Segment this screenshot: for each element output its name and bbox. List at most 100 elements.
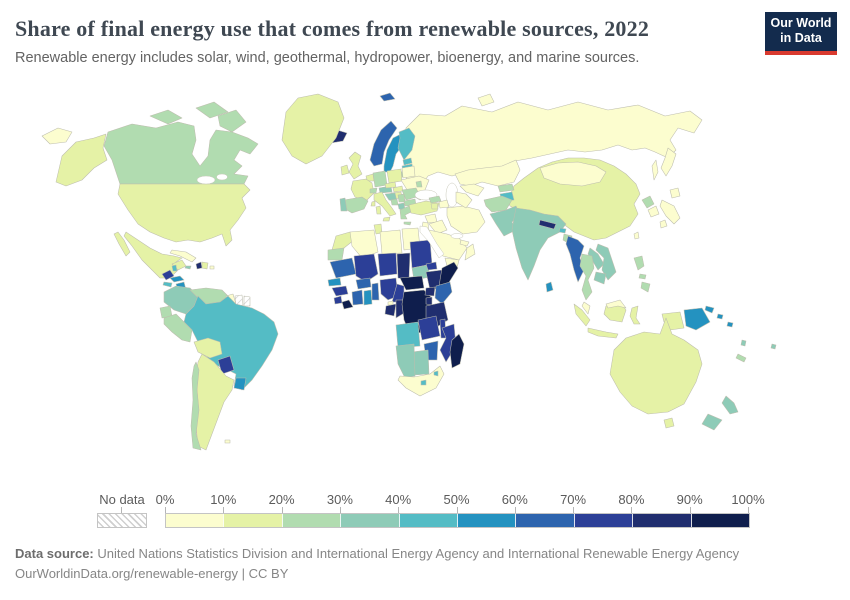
country-nepal[interactable] (538, 219, 557, 230)
country-italy[interactable] (373, 191, 397, 217)
legend-swatch-10-20%[interactable] (223, 514, 282, 527)
country-puerto-rico[interactable] (209, 265, 215, 270)
country-greenland[interactable] (281, 93, 345, 165)
country-vietnam[interactable] (595, 243, 617, 281)
country-kyrgyzstan[interactable] (497, 183, 515, 193)
country-belarus[interactable] (401, 165, 416, 179)
country-philippines-luzon[interactable] (633, 255, 645, 271)
country-norway-svalbard[interactable] (379, 92, 396, 102)
country-el-salvador[interactable] (162, 281, 173, 288)
country-chile[interactable] (190, 361, 202, 451)
country-ireland[interactable] (340, 164, 350, 176)
country-australia-tasmania[interactable] (663, 417, 675, 429)
country-gulf-states[interactable] (459, 239, 470, 247)
country-morocco[interactable] (331, 231, 355, 251)
country-png-new-britain[interactable] (704, 305, 715, 314)
country-new-caledonia[interactable] (735, 353, 747, 363)
country-belize[interactable] (171, 264, 178, 272)
country-turkmenistan[interactable] (455, 191, 473, 209)
country-uzbekistan[interactable] (459, 183, 485, 197)
country-eswatini[interactable] (433, 370, 439, 377)
country-greece-crete[interactable] (403, 221, 412, 226)
country-italy-sicily[interactable] (382, 216, 391, 222)
country-cuba[interactable] (169, 249, 197, 263)
country-burkina-faso[interactable] (355, 277, 372, 290)
country-thailand[interactable] (579, 253, 595, 301)
country-dominican-republic[interactable] (201, 261, 209, 270)
country-azerbaijan[interactable] (438, 199, 450, 209)
country-canada-island-1[interactable] (149, 109, 183, 125)
country-lesotho[interactable] (420, 379, 427, 386)
country-north-korea[interactable] (641, 195, 655, 209)
country-uganda[interactable] (424, 286, 436, 297)
legend-no-data-swatch[interactable] (97, 513, 147, 528)
legend-swatch-80-90%[interactable] (632, 514, 691, 527)
country-estonia[interactable] (402, 157, 413, 166)
legend-swatch-30-40%[interactable] (340, 514, 399, 527)
country-georgia[interactable] (428, 195, 442, 204)
country-malaysia[interactable] (581, 301, 591, 315)
country-france-corsica[interactable] (370, 200, 376, 207)
footer-link-line[interactable]: OurWorldinData.org/renewable-energy | CC… (15, 566, 289, 581)
country-paraguay[interactable] (217, 355, 235, 375)
country-sri-lanka[interactable] (545, 281, 554, 293)
country-taiwan[interactable] (633, 231, 640, 240)
country-japan-honshu[interactable] (659, 199, 681, 225)
country-honduras[interactable] (169, 275, 185, 283)
country-bosnia[interactable] (390, 198, 399, 206)
country-eritrea[interactable] (425, 261, 438, 271)
country-angola[interactable] (395, 321, 421, 349)
country-russia-kamchatka[interactable] (660, 147, 677, 177)
owid-logo[interactable]: Our World in Data (765, 12, 837, 55)
country-laos[interactable] (587, 247, 605, 271)
country-papua-new-guinea[interactable] (683, 307, 711, 331)
country-russia-chukotka-west[interactable] (41, 127, 73, 145)
country-norway[interactable] (369, 120, 398, 167)
country-portugal[interactable] (339, 197, 348, 212)
country-iraq[interactable] (428, 219, 448, 235)
country-vanuatu[interactable] (740, 339, 747, 347)
country-poland[interactable] (386, 168, 403, 184)
country-western-sahara[interactable] (327, 247, 345, 261)
country-bolivia[interactable] (193, 337, 223, 359)
country-japan-kyushu[interactable] (659, 219, 668, 229)
legend-swatch-70-80%[interactable] (573, 514, 633, 527)
legend-swatch-60-70%[interactable] (515, 514, 574, 527)
country-french-guiana[interactable] (243, 295, 251, 307)
country-switzerland[interactable] (369, 187, 378, 194)
country-ivory-coast[interactable] (351, 289, 364, 306)
country-bhutan[interactable] (558, 227, 567, 234)
country-malaysia-borneo[interactable] (605, 299, 627, 309)
country-central-african-republic[interactable] (399, 275, 425, 291)
country-equatorial-guinea[interactable] (387, 300, 394, 306)
country-mali[interactable] (353, 253, 379, 283)
country-moldova[interactable] (415, 180, 423, 188)
country-rwanda-burundi[interactable] (425, 296, 433, 306)
country-philippines-visayas[interactable] (638, 273, 647, 280)
country-uruguay[interactable] (233, 377, 247, 391)
country-new-zealand-north[interactable] (721, 395, 739, 415)
country-madagascar[interactable] (449, 333, 465, 369)
country-indonesia-sumatra[interactable] (573, 303, 591, 327)
country-falkland-islands[interactable] (224, 439, 231, 444)
country-solomon-islands-2[interactable] (726, 321, 734, 328)
country-south-korea[interactable] (647, 205, 660, 218)
country-togo-benin[interactable] (371, 282, 380, 301)
country-peru[interactable] (163, 313, 193, 343)
country-australia[interactable] (609, 317, 703, 415)
country-mexico-baja[interactable] (113, 231, 131, 257)
legend-swatch-40-50%[interactable] (398, 514, 458, 527)
country-russia-sakhalin[interactable] (651, 159, 659, 181)
country-suriname[interactable] (234, 294, 244, 307)
country-fiji[interactable] (770, 343, 777, 350)
country-united-kingdom[interactable] (348, 151, 363, 180)
legend-swatch-20-30%[interactable] (281, 514, 341, 527)
country-libya[interactable] (379, 229, 403, 255)
country-finland[interactable] (397, 127, 416, 161)
legend-swatch-50-60%[interactable] (457, 514, 516, 527)
country-canada-island-2[interactable] (195, 101, 229, 119)
country-gabon[interactable] (384, 303, 397, 317)
country-zambia[interactable] (417, 315, 441, 341)
country-new-zealand-south[interactable] (701, 413, 723, 431)
country-jamaica[interactable] (184, 265, 192, 270)
